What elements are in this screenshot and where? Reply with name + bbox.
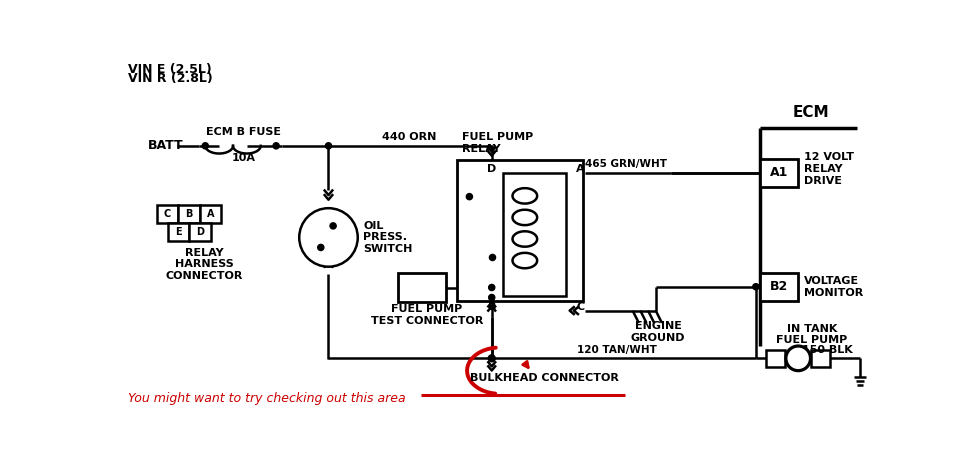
Text: FUEL PUMP
TEST CONNECTOR: FUEL PUMP TEST CONNECTOR [371,305,483,326]
Text: 465 GRN/WHT: 465 GRN/WHT [586,159,668,169]
Circle shape [489,284,495,290]
Text: B: B [185,209,193,219]
Text: ECM: ECM [793,105,830,120]
Text: You might want to try checking out this area: You might want to try checking out this … [128,392,406,405]
Text: C: C [164,209,171,219]
Text: BULKHEAD CONNECTOR: BULKHEAD CONNECTOR [469,373,619,383]
Circle shape [488,355,495,362]
Circle shape [489,254,496,261]
Text: 440 ORN: 440 ORN [383,131,436,142]
Bar [200,205,222,223]
Text: FUEL PUMP
RELAY: FUEL PUMP RELAY [462,132,533,153]
Circle shape [325,143,332,149]
Text: B: B [488,302,496,312]
Bar [398,273,445,302]
Text: M: M [792,352,804,365]
Circle shape [489,294,495,300]
Text: VIN R (2.8L): VIN R (2.8L) [128,72,213,85]
Bar [189,223,211,240]
Bar [759,273,798,300]
Circle shape [752,284,759,290]
Text: VOLTAGE
MONITOR: VOLTAGE MONITOR [803,276,863,298]
Text: 10A: 10A [231,153,256,163]
Text: 150 BLK: 150 BLK [802,345,853,355]
Text: B2: B2 [770,280,788,293]
Text: 12 VOLT
RELAY
DRIVE: 12 VOLT RELAY DRIVE [803,153,854,185]
Circle shape [330,223,336,229]
Text: 120 TAN/WHT: 120 TAN/WHT [577,345,657,355]
Circle shape [786,346,810,371]
Bar [810,350,830,367]
Bar [179,205,200,223]
Bar [157,205,179,223]
Bar [457,160,583,301]
Bar [504,173,566,296]
Text: A: A [576,164,585,174]
Text: A1: A1 [770,166,789,179]
Bar [168,223,189,240]
Text: ECM B FUSE: ECM B FUSE [206,127,281,137]
Text: RELAY
HARNESS
CONNECTOR: RELAY HARNESS CONNECTOR [166,248,243,281]
Text: D: D [196,227,204,237]
Text: D: D [487,164,497,174]
Circle shape [273,143,279,149]
Text: OIL
PRESS.
SWITCH: OIL PRESS. SWITCH [363,221,413,254]
Text: E: E [175,227,182,237]
Bar [766,350,785,367]
Bar [759,159,798,186]
Text: A: A [207,209,215,219]
Circle shape [300,208,358,267]
Circle shape [202,143,208,149]
Text: VIN E (2.5L): VIN E (2.5L) [128,63,212,76]
Text: C: C [576,302,585,312]
Circle shape [318,245,324,251]
Text: IN TANK
FUEL PUMP: IN TANK FUEL PUMP [777,324,848,345]
Circle shape [467,194,472,200]
Text: BATT: BATT [147,139,183,153]
Text: ENGINE
GROUND: ENGINE GROUND [630,322,685,343]
